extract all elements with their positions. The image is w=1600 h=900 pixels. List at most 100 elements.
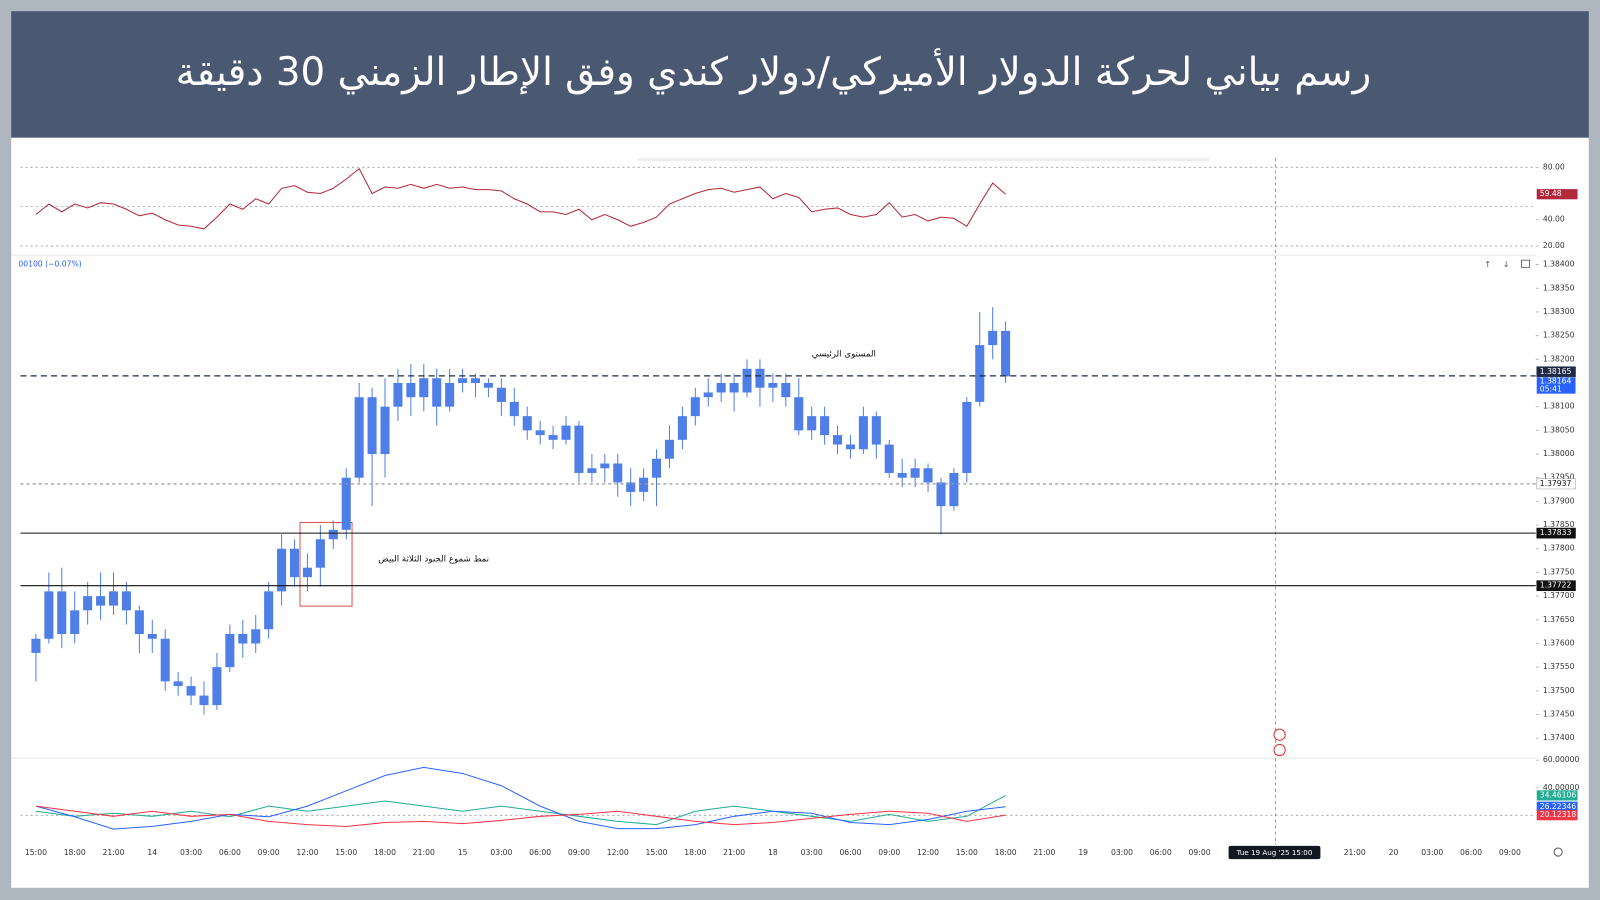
x-tick-label: 15:00 (956, 848, 978, 857)
y-tick-label: 1.38000 (1543, 449, 1575, 458)
candle-body (884, 444, 894, 473)
level-label: 1.38165 (1540, 367, 1572, 376)
event-flag-us[interactable] (1273, 728, 1286, 741)
candle-body (820, 416, 830, 436)
candle-body (833, 435, 843, 445)
candle-body (289, 548, 300, 578)
level-label: 1.37937 (1540, 479, 1572, 488)
y-tick-label: 1.37950 (1543, 473, 1575, 482)
candle-body (923, 468, 933, 483)
y-tick-label: 1.37500 (1543, 686, 1575, 695)
x-tick-label: 14 (147, 848, 157, 857)
x-tick-label: 12:00 (917, 848, 939, 857)
candle-body (574, 425, 584, 473)
candle-body (548, 435, 558, 440)
header-bar (11, 11, 1589, 138)
candle-body (393, 382, 403, 407)
x-tick-label: 03:00 (490, 848, 512, 857)
symbol-info: 00100 (−0.07%) (18, 259, 81, 268)
candle-body (1001, 330, 1011, 377)
candle-body (690, 397, 700, 417)
y-tick-label: 80.00 (1543, 162, 1565, 171)
candle-body (238, 634, 248, 644)
candle-body (910, 468, 920, 478)
x-tick-label: 09:00 (1499, 848, 1521, 857)
move-down[interactable]: ↓ (1503, 259, 1510, 269)
candle-body (83, 596, 93, 611)
candle-body (522, 416, 532, 431)
candle-body (600, 463, 610, 469)
y-tick-label: 20.00 (1543, 241, 1565, 250)
crosshair-label: Tue 19 Aug '25 15:00 (1236, 848, 1313, 857)
x-tick-label: 21:00 (102, 848, 124, 857)
y-tick-label: 1.37850 (1543, 520, 1575, 529)
candle-body (781, 382, 791, 398)
candle-body (988, 330, 998, 346)
candle-body (755, 368, 765, 388)
candle-body (108, 591, 119, 606)
candle-body (96, 596, 106, 606)
level-label-bg (1536, 527, 1576, 539)
crosshair-label-bg (1228, 845, 1321, 860)
candle-body (380, 406, 390, 455)
candle-body (962, 401, 972, 473)
x-tick-label: 21:00 (723, 848, 745, 857)
x-tick-label: 18 (768, 848, 778, 857)
x-tick-label: 18:00 (374, 848, 396, 857)
last-price-bg (1536, 377, 1576, 394)
x-tick-label: 20 (1389, 848, 1399, 857)
y-tick-label: 1.37750 (1543, 567, 1575, 576)
event-flag-ca[interactable] (1273, 743, 1286, 757)
maximize[interactable] (1521, 259, 1530, 268)
y-tick-label: 1.37650 (1543, 615, 1575, 624)
settings-button[interactable] (1553, 847, 1563, 857)
x-tick-label: 09:00 (568, 848, 590, 857)
annotation: المستوى الرئيسي (812, 350, 876, 360)
candle-body (302, 567, 312, 578)
y-tick-label: 1.37400 (1543, 733, 1575, 742)
x-tick-label: 03:00 (1421, 848, 1443, 857)
y-tick-label: 1.37800 (1543, 544, 1575, 553)
x-tick-label: 21:00 (1033, 848, 1055, 857)
candle-body (535, 430, 545, 436)
x-tick-label: 18:00 (64, 848, 86, 857)
candle-body (419, 378, 429, 398)
candle-body (652, 458, 662, 478)
candle-body (147, 634, 157, 639)
candle-body (716, 382, 726, 393)
candle-body (328, 529, 338, 540)
level-label: 1.37833 (1540, 528, 1572, 537)
move-up[interactable]: ↑ (1484, 259, 1491, 269)
value-label: 20.12318 (1540, 810, 1577, 819)
candle-body (677, 416, 687, 440)
candle-body (768, 382, 778, 388)
y-tick-label: 1.37900 (1543, 496, 1575, 505)
annotation: نمط شموع الجنود الثلاثة البيض (378, 555, 489, 565)
value-label: 34.46106 (1540, 790, 1577, 799)
candle-body (949, 472, 959, 507)
y-tick-label: 60.00000 (1543, 755, 1580, 764)
candle-body (613, 463, 623, 483)
x-tick-label: 06:00 (1150, 848, 1172, 857)
candle-body (975, 345, 985, 402)
candle-body (807, 416, 817, 431)
series-line (35, 805, 1006, 828)
value-label: 26.22346 (1540, 802, 1577, 811)
y-tick-label: 1.38100 (1543, 402, 1575, 411)
x-tick-label: 19 (1078, 848, 1088, 857)
candle-body (354, 397, 364, 478)
candle-body (70, 610, 80, 635)
candle-body (225, 634, 235, 668)
candle-body (199, 695, 209, 706)
y-tick-label: 1.38200 (1543, 354, 1575, 363)
y-tick-label: 40.00 (1543, 215, 1565, 224)
candle-body (134, 610, 144, 635)
x-tick-label: 12:00 (607, 848, 629, 857)
pane-controls[interactable]: ↑ ↓ (1484, 259, 1530, 269)
pattern-box (299, 521, 353, 607)
candle-body (858, 416, 868, 450)
x-tick-label: 15:00 (25, 848, 47, 857)
countdown: 05:41 (1540, 385, 1562, 394)
